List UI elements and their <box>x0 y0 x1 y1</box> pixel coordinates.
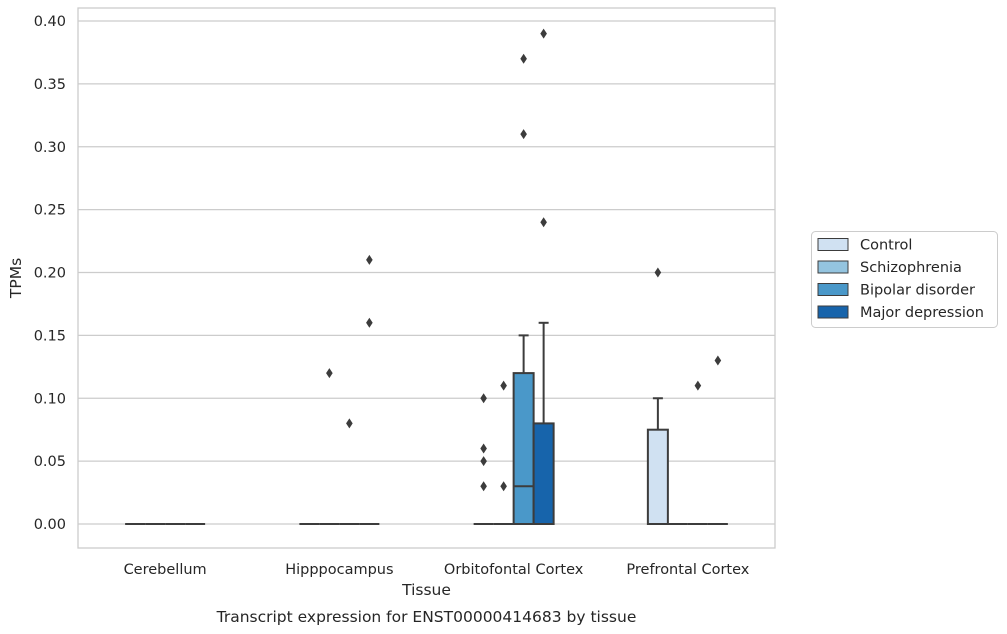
outlier-point <box>480 393 487 404</box>
legend-swatch <box>817 283 849 296</box>
outliers <box>326 28 722 492</box>
y-axis-label: TPMs <box>7 258 25 299</box>
legend-frame <box>811 231 998 328</box>
y-tick-label: 0.25 <box>34 203 66 219</box>
x-tick-label: Prefrontal Cortex <box>626 562 749 578</box>
outlier-point <box>366 254 373 265</box>
legend-item: Bipolar disorder <box>817 283 975 299</box>
y-tick-label: 0.10 <box>34 391 66 407</box>
legend-swatch <box>817 260 849 274</box>
outlier-point <box>500 380 507 391</box>
box-body <box>532 422 555 525</box>
box-body <box>646 428 669 525</box>
box-control <box>646 397 669 525</box>
outlier-point <box>500 481 507 492</box>
legend-label: Schizophrenia <box>860 260 962 276</box>
y-tick-label: 0.15 <box>34 328 66 344</box>
outlier-point <box>346 418 353 429</box>
chart-title: Transcript expression for ENST0000041468… <box>216 608 637 626</box>
legend-label: Bipolar disorder <box>860 283 975 299</box>
box-major-depression <box>532 321 555 525</box>
legend-item: Major depression <box>817 305 984 321</box>
y-tick-label: 0.30 <box>34 140 66 156</box>
y-tick-label: 0.20 <box>34 266 66 282</box>
outlier-point <box>520 53 527 64</box>
outlier-point <box>366 317 373 328</box>
outlier-point <box>326 368 333 379</box>
legend-swatch <box>817 305 849 319</box>
x-axis-label: Tissue <box>401 581 451 599</box>
grid-lines <box>78 20 775 525</box>
plot-frame <box>77 7 776 549</box>
y-tick-labels: 0.00 0.05 0.10 0.15 0.20 0.25 0.30 0.35 0.40 <box>34 14 66 533</box>
y-tick-label: 0.05 <box>34 454 66 470</box>
box-bipolar-disorder <box>512 334 535 525</box>
legend-label: Major depression <box>860 305 984 321</box>
y-tick-label: 0.35 <box>34 77 66 93</box>
x-tick-label: Hipppocampus <box>285 562 393 578</box>
legend-label: Control <box>860 238 912 254</box>
outlier-point <box>694 380 702 391</box>
outlier-point <box>714 355 722 366</box>
legend-swatch <box>817 238 849 251</box>
outlier-point <box>540 217 547 228</box>
x-tick-label: Cerebellum <box>124 562 207 578</box>
outlier-point <box>654 267 662 278</box>
outlier-point <box>480 443 487 454</box>
boxes <box>125 321 728 525</box>
x-tick-label: Orbitofontal Cortex <box>444 562 584 578</box>
y-tick-label: 0.00 <box>34 517 66 533</box>
legend: Control Schizophrenia Bipolar disorder Majo… <box>811 231 998 328</box>
legend-item: Control <box>817 238 912 254</box>
outlier-point <box>480 481 487 492</box>
outlier-point <box>540 28 547 39</box>
outlier-point <box>480 456 487 467</box>
y-tick-label: 0.40 <box>34 14 66 30</box>
box-body <box>512 372 535 525</box>
x-tick-labels: Cerebellum Hipppocampus Orbitofontal Corte… <box>124 562 750 578</box>
legend-item: Schizophrenia <box>817 260 962 276</box>
outlier-point <box>520 129 527 140</box>
